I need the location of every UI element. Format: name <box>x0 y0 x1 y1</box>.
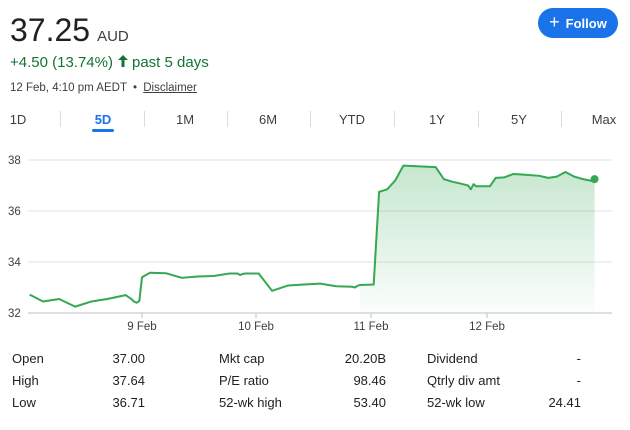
current-price: 37.25 <box>10 12 91 48</box>
tab-5y[interactable]: 5Y <box>511 111 527 127</box>
stat-label-52-wk-low: 52-wk low <box>427 395 485 410</box>
price-chart[interactable]: 32 34 36 38 9 Feb 10 Feb 11 Feb 12 Feb <box>0 140 630 340</box>
stat-value-52-wk-high: 53.40 <box>353 395 386 410</box>
tab-1d[interactable]: 1D <box>9 111 27 127</box>
stat-value-open: 37.00 <box>112 351 145 366</box>
price-change: +4.50 (13.74%) <box>10 54 113 71</box>
stat-label-qtrly-div-amt: Qtrly div amt <box>427 373 500 388</box>
y-tick-38: 38 <box>8 155 21 167</box>
tab-divider <box>561 111 562 127</box>
y-tick-34: 34 <box>8 257 21 269</box>
plus-icon: + <box>549 12 560 32</box>
price-change-row: +4.50 (13.74%) past 5 days <box>10 54 209 71</box>
tab-max[interactable]: Max <box>591 111 617 127</box>
price-chart-svg: 32 34 36 38 9 Feb 10 Feb 11 Feb 12 Feb <box>8 155 612 333</box>
meta-separator: • <box>132 82 138 94</box>
x-tick-11-feb: 11 Feb <box>354 321 389 333</box>
tab-divider <box>60 111 61 127</box>
tab-5d[interactable]: 5D <box>78 104 128 134</box>
series-area <box>360 165 595 313</box>
stat-value-mkt-cap: 20.20B <box>344 351 386 366</box>
x-tick-10-feb: 10 Feb <box>238 321 274 333</box>
y-tick-32: 32 <box>8 308 21 320</box>
stat-value-dividend: - <box>576 351 581 366</box>
stat-value-p-e-ratio: 98.46 <box>353 373 386 388</box>
follow-button[interactable]: + Follow <box>538 8 618 38</box>
tab-divider <box>144 111 145 127</box>
stat-label-high: High <box>12 373 39 388</box>
tab-divider <box>478 111 479 127</box>
price-header: 37.25 AUD <box>10 12 129 48</box>
quote-meta: 12 Feb, 4:10 pm AEDT • Disclaimer <box>10 82 197 94</box>
currency-code: AUD <box>97 28 129 45</box>
series-line <box>29 164 596 308</box>
quote-timestamp: 12 Feb, 4:10 pm AEDT <box>10 82 127 94</box>
x-tick-12-feb: 12 Feb <box>469 321 505 333</box>
tab-1m[interactable]: 1M <box>175 111 195 127</box>
time-range-tabs: 1D 5D 1M 6M YTD 1Y 5Y Max <box>0 104 630 134</box>
stat-label-52-wk-high: 52-wk high <box>219 395 282 410</box>
tab-ytd[interactable]: YTD <box>339 111 365 127</box>
tab-6m[interactable]: 6M <box>258 111 278 127</box>
stat-label-dividend: Dividend <box>427 351 478 366</box>
stat-value-high: 37.64 <box>112 373 145 388</box>
disclaimer-link[interactable]: Disclaimer <box>143 82 197 94</box>
tab-1y[interactable]: 1Y <box>429 111 445 127</box>
stat-label-mkt-cap: Mkt cap <box>219 351 265 366</box>
stat-label-p-e-ratio: P/E ratio <box>219 373 269 388</box>
stat-value-low: 36.71 <box>112 395 145 410</box>
y-tick-36: 36 <box>8 206 21 218</box>
arrow-up-icon <box>118 54 128 71</box>
x-tick-9-feb: 9 Feb <box>127 321 156 333</box>
stat-value-qtrly-div-amt: - <box>576 373 581 388</box>
key-stats: Open 37.00 High 37.64 Low 36.71 Mkt cap 20.20B P… <box>0 348 630 428</box>
series-endpoint <box>590 175 599 184</box>
change-period: past 5 days <box>132 54 209 71</box>
tab-divider <box>310 111 311 127</box>
tab-divider <box>227 111 228 127</box>
tab-divider <box>394 111 395 127</box>
stat-value-52-wk-low: 24.41 <box>548 395 581 410</box>
stat-label-low: Low <box>12 395 36 410</box>
stat-label-open: Open <box>12 351 44 366</box>
follow-button-label: Follow <box>565 15 607 31</box>
